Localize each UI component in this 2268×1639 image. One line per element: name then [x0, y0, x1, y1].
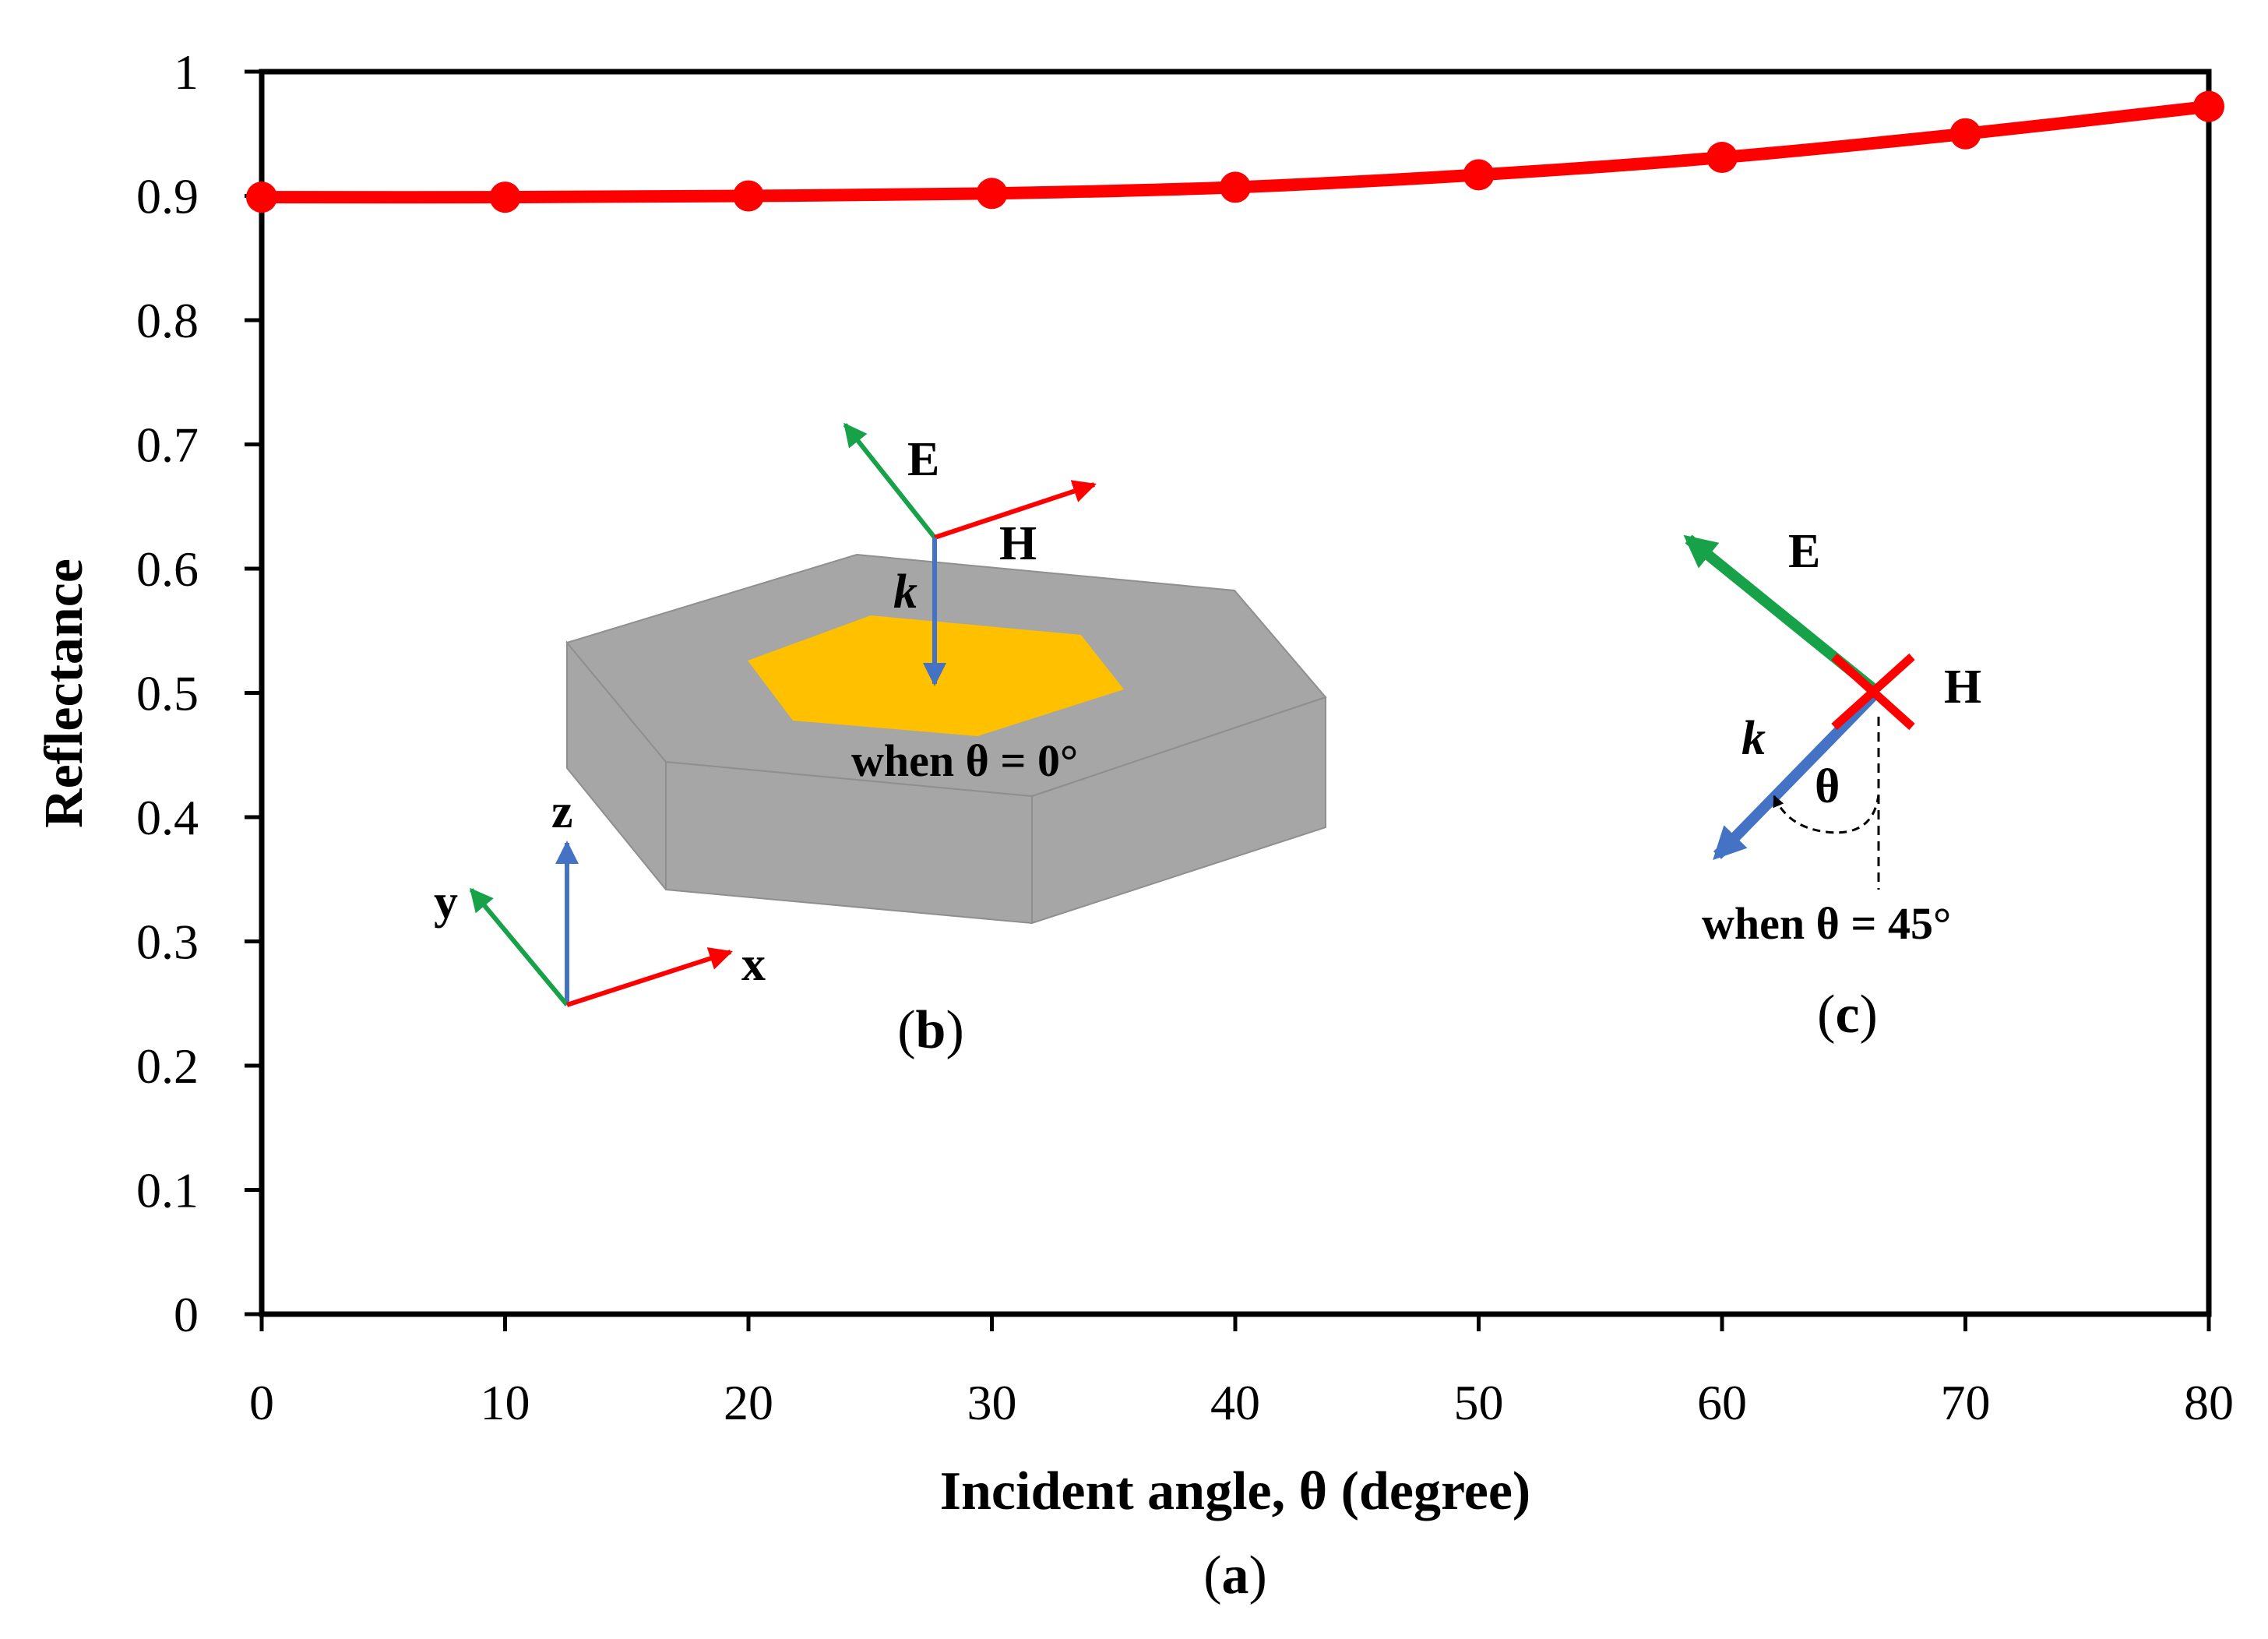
y-axis-arrow	[469, 887, 569, 1006]
x-tick-label: 70	[1941, 1375, 1991, 1430]
y-tick-labels: 0 0.1 0.2 0.3 0.4 0.5 0.6 0.7 0.8 0.9 1	[136, 44, 199, 1342]
y-tick-label: 0.2	[136, 1038, 199, 1094]
label-k: k	[893, 566, 917, 619]
y-tick-label: 0.1	[136, 1163, 199, 1218]
label-h: H	[999, 517, 1037, 570]
h-field-cross	[1831, 653, 1915, 731]
data-point-30	[976, 178, 1008, 210]
data-point-0	[246, 182, 277, 213]
x-tick-label: 30	[967, 1375, 1017, 1430]
data-point-20	[733, 180, 764, 212]
label-x: x	[741, 938, 766, 991]
label-k: k	[1742, 712, 1766, 765]
caption-a: (a)	[1203, 1546, 1267, 1606]
label-e: E	[1788, 525, 1820, 578]
x-tick-label: 10	[481, 1375, 530, 1430]
label-theta: θ	[1815, 760, 1840, 813]
x-tick-label: 20	[724, 1375, 773, 1430]
y-tick-label: 0.6	[136, 541, 199, 597]
data-point-80	[2193, 90, 2224, 122]
y-tick-label: 0.9	[136, 169, 199, 224]
x-tick-label: 50	[1454, 1375, 1504, 1430]
x-axis-arrow	[566, 947, 733, 1007]
y-tick-label: 0.5	[136, 666, 199, 721]
y-tick-label: 0.4	[136, 790, 199, 845]
label-y: y	[434, 876, 458, 929]
condition-b: when θ = 0°	[851, 735, 1078, 786]
x-axis-title: Incident angle, θ (degree)	[940, 1461, 1530, 1521]
plot-frame	[259, 69, 2212, 1317]
data-point-10	[489, 182, 521, 213]
condition-c: when θ = 45°	[1702, 898, 1951, 949]
x-tick-label: 0	[249, 1375, 274, 1430]
x-tick-labels: 0 10 20 30 40 50 60 70 80	[249, 1375, 2234, 1430]
inset-c: E H k θ when θ = 45° (c)	[1683, 525, 1981, 1045]
data-point-60	[1706, 142, 1738, 174]
x-tick-label: 60	[1697, 1375, 1747, 1430]
y-tick-label: 0.7	[136, 418, 199, 473]
data-point-70	[1949, 118, 1981, 150]
data-point-50	[1463, 159, 1495, 191]
x-tick-label: 80	[2184, 1375, 2234, 1430]
y-axis-title: Reflectance	[34, 559, 94, 828]
y-tick-label: 0.3	[136, 915, 199, 970]
y-tick-label: 0.8	[136, 293, 199, 348]
y-tick-label: 1	[174, 44, 199, 100]
substrate-edge	[1031, 696, 1326, 797]
label-e: E	[907, 433, 939, 486]
e-field-arrow	[843, 422, 937, 539]
k-vector-arrow	[1713, 688, 1882, 861]
caption-b: (b)	[897, 1000, 964, 1060]
y-tick-label: 0	[174, 1287, 199, 1342]
series-points	[246, 90, 2224, 213]
data-point-40	[1220, 171, 1251, 203]
x-tick-label: 40	[1210, 1375, 1260, 1430]
axis-ticks	[245, 69, 2211, 1331]
label-h: H	[1944, 661, 1981, 714]
label-z: z	[551, 785, 573, 838]
theta-arc	[1773, 794, 1880, 834]
inset-b: E H k when θ = 0° z y x (b)	[434, 422, 1327, 1060]
caption-c: (c)	[1817, 985, 1878, 1045]
h-field-arrow	[934, 480, 1097, 540]
